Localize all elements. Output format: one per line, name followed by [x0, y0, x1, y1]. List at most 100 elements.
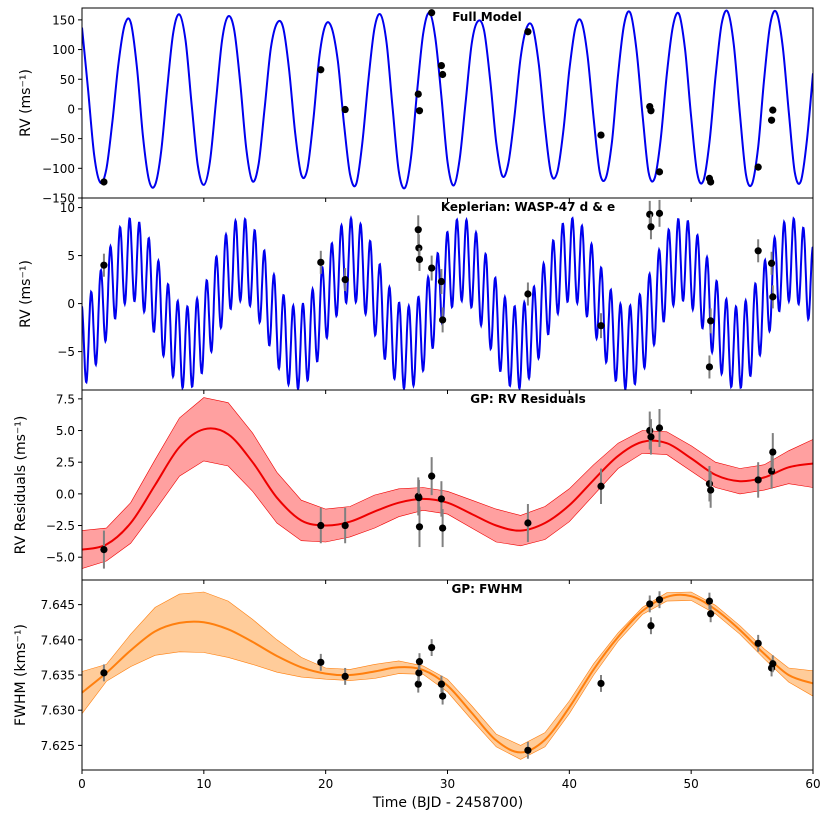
data-point [415, 107, 424, 115]
data-point [646, 426, 654, 435]
data-point [707, 486, 715, 494]
y-tick-label: 7.630 [41, 704, 75, 718]
data-point [524, 290, 532, 298]
x-tick-label: 60 [805, 777, 820, 791]
data-point [707, 317, 715, 325]
y-tick-label: 7.640 [41, 633, 75, 647]
y-axis-label: RV Residuals (ms⁻¹) [13, 416, 29, 555]
data-point [754, 247, 762, 255]
data-point [597, 679, 605, 688]
data-point [428, 643, 436, 652]
y-tick-label: 7.635 [41, 669, 75, 683]
model-line [82, 427, 813, 551]
data-point [415, 669, 423, 677]
y-tick-label: −5 [57, 345, 75, 359]
y-tick-label: 50 [60, 73, 75, 87]
model-line [82, 215, 813, 390]
y-tick-label: 2.5 [56, 456, 75, 470]
data-point [655, 168, 664, 176]
y-tick-label: 10 [60, 201, 75, 215]
data-point [317, 658, 325, 666]
data-point [707, 178, 715, 186]
x-axis-label: Time (BJD - 2458700) [372, 795, 523, 811]
data-point [769, 660, 777, 668]
y-tick-label: −100 [42, 162, 75, 176]
y-tick-label: 5 [67, 249, 75, 263]
data-point [439, 692, 447, 700]
data-point [754, 476, 762, 484]
x-tick-label: 50 [684, 777, 699, 791]
data-point [646, 600, 654, 608]
y-tick-label: 7.5 [56, 392, 75, 406]
panel-1: −150 −100 −50 0 50 100 150 RV (ms⁻¹) Full Model [18, 7, 814, 206]
x-tick-label: 20 [318, 777, 333, 791]
y-tick-label: 0.0 [56, 487, 75, 501]
data-point [437, 277, 446, 286]
data-point [100, 669, 108, 677]
data-point [100, 546, 108, 554]
data-point [317, 258, 325, 266]
data-point [647, 433, 655, 441]
data-point [647, 622, 655, 630]
data-point [655, 424, 664, 432]
data-point [597, 322, 605, 330]
data-point [100, 178, 108, 186]
data-point [415, 244, 423, 252]
data-point [767, 259, 776, 267]
data-point [524, 519, 532, 527]
data-point [341, 105, 349, 114]
model-line [82, 9, 813, 190]
data-point [317, 66, 325, 74]
y-tick-label: 5.0 [56, 424, 75, 438]
data-point [647, 223, 655, 231]
panel-4: 0 10 20 30 40 50 60 7.625 7.630 7.635 7.640 7.645 FW… [13, 579, 821, 791]
data-point [769, 448, 777, 456]
y-axis-label: FWHM (kms⁻¹) [13, 624, 29, 726]
data-point [524, 28, 532, 36]
data-point [767, 467, 776, 475]
panel-2: −5 0 5 10 RV (ms⁻¹) Keplerian: WASP-47 d & e [18, 197, 814, 394]
panel-plot-area [82, 215, 813, 390]
confidence-band [82, 397, 813, 569]
y-tick-label: −50 [50, 132, 75, 146]
data-point [415, 658, 424, 666]
data-point [415, 494, 423, 502]
data-point [437, 495, 446, 503]
y-tick-label: 0 [67, 297, 75, 311]
panel-plot-area [82, 591, 813, 760]
y-tick-label: −150 [42, 192, 75, 206]
data-point [439, 524, 447, 532]
y-tick-label: 0 [67, 102, 75, 116]
panel-title: Full Model [452, 10, 522, 24]
data-point [439, 70, 447, 79]
data-point [647, 107, 655, 115]
panel-plot-area [82, 397, 813, 569]
data-point [705, 480, 714, 488]
data-point [655, 596, 664, 604]
panel-3: −5.0 −2.5 0.0 2.5 5.0 7.5 RV Residuals (ms⁻¹) G… [13, 389, 814, 584]
data-point [414, 90, 422, 98]
data-point [415, 523, 424, 531]
data-point [655, 209, 664, 217]
data-point [428, 264, 436, 272]
x-tick-label: 0 [78, 777, 86, 791]
data-point [597, 131, 605, 139]
data-point [767, 116, 776, 124]
data-point [597, 482, 605, 490]
data-point [437, 680, 446, 688]
y-axis-label: RV (ms⁻¹) [18, 69, 34, 137]
x-tick-label: 40 [562, 777, 577, 791]
y-tick-label: 150 [52, 13, 75, 27]
y-tick-label: −2.5 [46, 519, 75, 533]
y-tick-label: −5.0 [46, 551, 75, 565]
x-tick-label: 10 [196, 777, 211, 791]
data-point [437, 61, 446, 70]
data-point [769, 293, 777, 301]
x-tick-label: 30 [440, 777, 455, 791]
confidence-band [82, 591, 813, 760]
data-point [341, 672, 349, 681]
panel-title: GP: RV Residuals [470, 392, 585, 406]
data-point [754, 639, 762, 647]
data-point [705, 363, 714, 371]
data-point [428, 9, 436, 17]
